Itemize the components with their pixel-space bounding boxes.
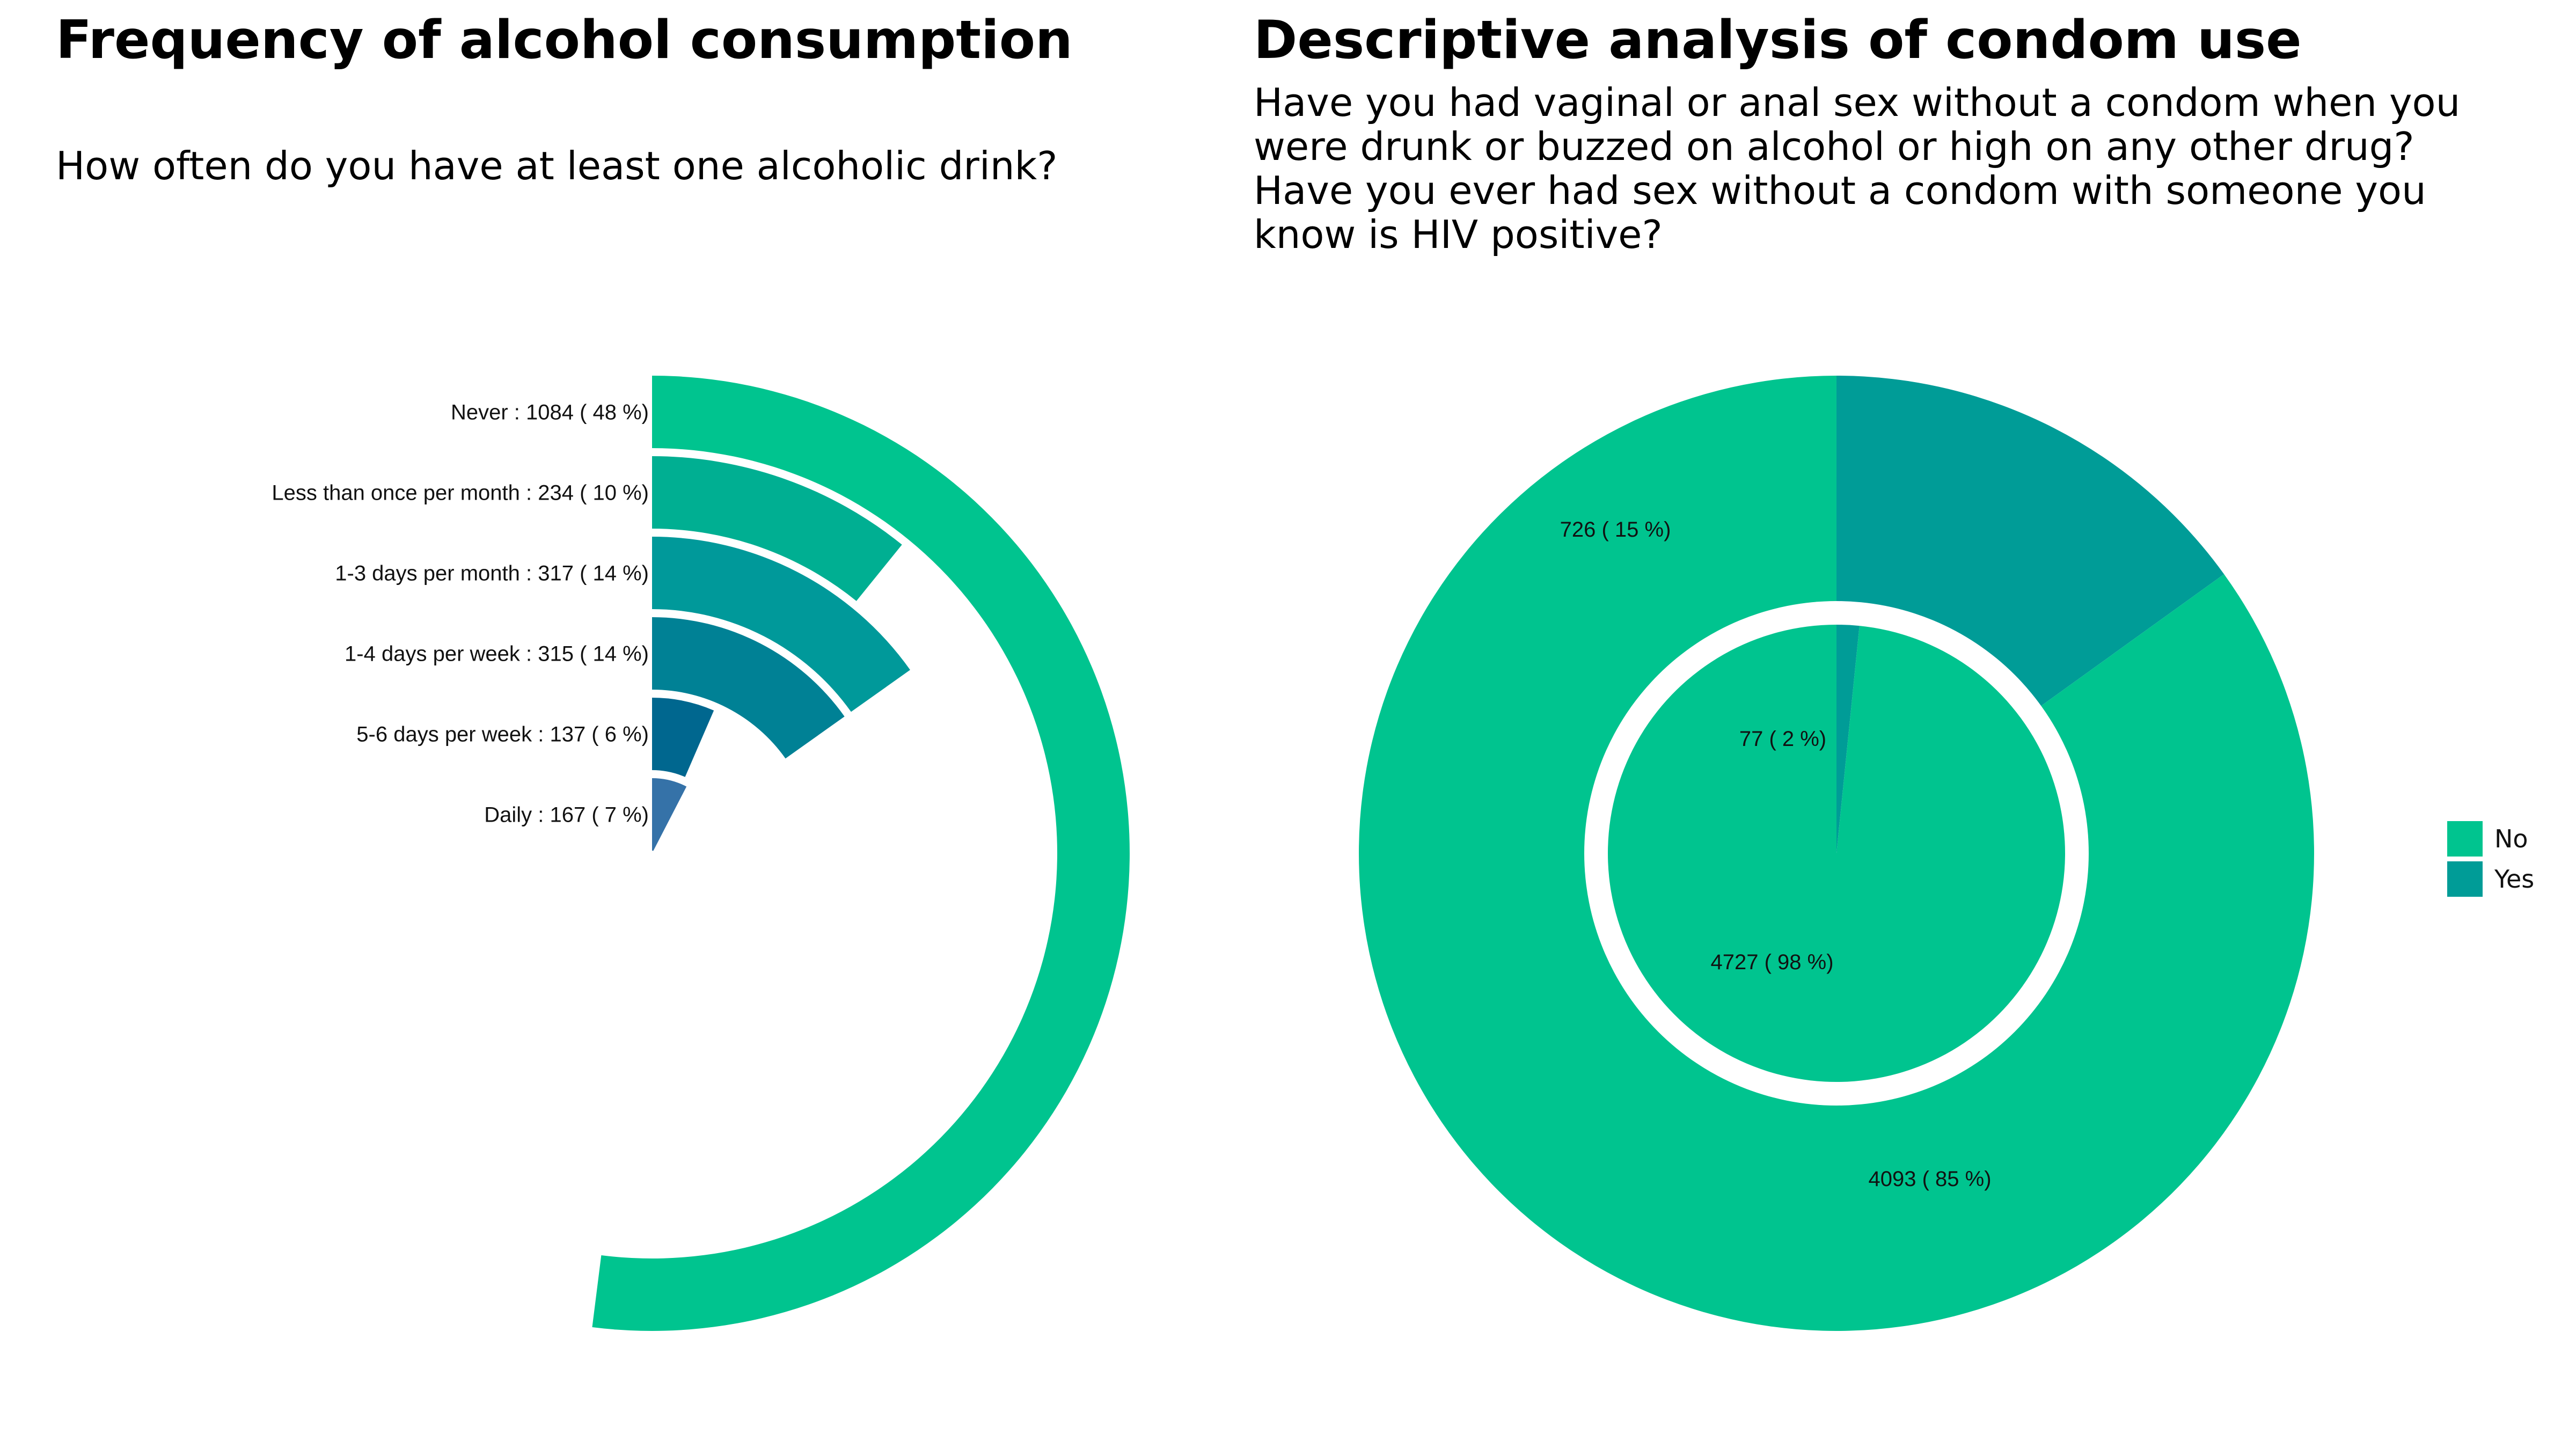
condom-subtitle-line-4: know is HIV positive? — [1254, 212, 1663, 257]
condom-subtitle-line-2: were drunk or buzzed on alcohol or high … — [1254, 124, 2414, 169]
condom-chart-subtitle: Have you had vaginal or anal sex without… — [1254, 80, 2460, 257]
condom-panel: Descriptive analysis of condom use Have … — [1234, 0, 2576, 1449]
alcohol-radial-bar-chart: Never : 1084 ( 48 %) Less than once per m… — [272, 376, 1130, 1331]
legend-item-yes: Yes — [2447, 859, 2571, 899]
radial-bar-1-4-days-per-week — [652, 617, 845, 759]
condom-chart-title: Descriptive analysis of condom use — [1254, 10, 2302, 71]
pie-inner-label-no: 4727 ( 98 %) — [1710, 950, 1833, 974]
legend-key-no — [2447, 821, 2483, 857]
radial-bar-daily — [652, 778, 687, 851]
radial-label-5-6-days-per-week: 5-6 days per week : 137 ( 6 %) — [356, 723, 649, 747]
pie-outer-slice-no — [1358, 376, 2314, 1331]
condom-legend: No Yes — [2447, 818, 2571, 899]
radial-bar-less-than-once-per-month — [652, 456, 902, 601]
radial-bar-5-6-days-per-week — [652, 698, 714, 777]
radial-label-never: Never : 1084 ( 48 %) — [451, 401, 649, 425]
pie-outer-label-no: 4093 ( 85 %) — [1868, 1167, 1991, 1191]
alcohol-chart-subtitle: How often do you have at least one alcoh… — [56, 143, 1058, 188]
radial-bar-never — [592, 376, 1130, 1331]
pie-inner-label-yes: 77 ( 2 %) — [1739, 727, 1826, 751]
pie-outer-label-yes: 726 ( 15 %) — [1560, 518, 1671, 541]
condom-subtitle-line-1: Have you had vaginal or anal sex without… — [1254, 80, 2461, 125]
condom-nested-pie-chart: 726 ( 15 %) 4093 ( 85 %) 77 ( 2 %) 4727 ( 9… — [1358, 376, 2314, 1331]
legend-label-no: No — [2494, 824, 2528, 853]
radial-label-daily: Daily : 167 ( 7 %) — [484, 803, 649, 827]
legend-label-yes: Yes — [2494, 864, 2535, 894]
condom-subtitle-line-3: Have you ever had sex without a condom w… — [1254, 168, 2426, 213]
radial-label-less-than-once-per-month: Less than once per month : 234 ( 10 %) — [272, 481, 649, 505]
legend-item-no: No — [2447, 818, 2571, 859]
radial-label-1-4-days-per-week: 1-4 days per week : 315 ( 14 %) — [345, 642, 649, 666]
radial-bar-1-3-days-per-month — [652, 537, 910, 712]
alcohol-chart-title: Frequency of alcohol consumption — [56, 10, 1073, 71]
legend-key-yes — [2447, 861, 2483, 897]
pie-inner-slice-yes — [1836, 625, 1860, 853]
pie-inner-slice-no — [1608, 625, 2066, 1082]
radial-label-1-3-days-per-month: 1-3 days per month : 317 ( 14 %) — [335, 562, 649, 586]
alcohol-panel: Frequency of alcohol consumption How oft… — [0, 0, 1234, 1449]
